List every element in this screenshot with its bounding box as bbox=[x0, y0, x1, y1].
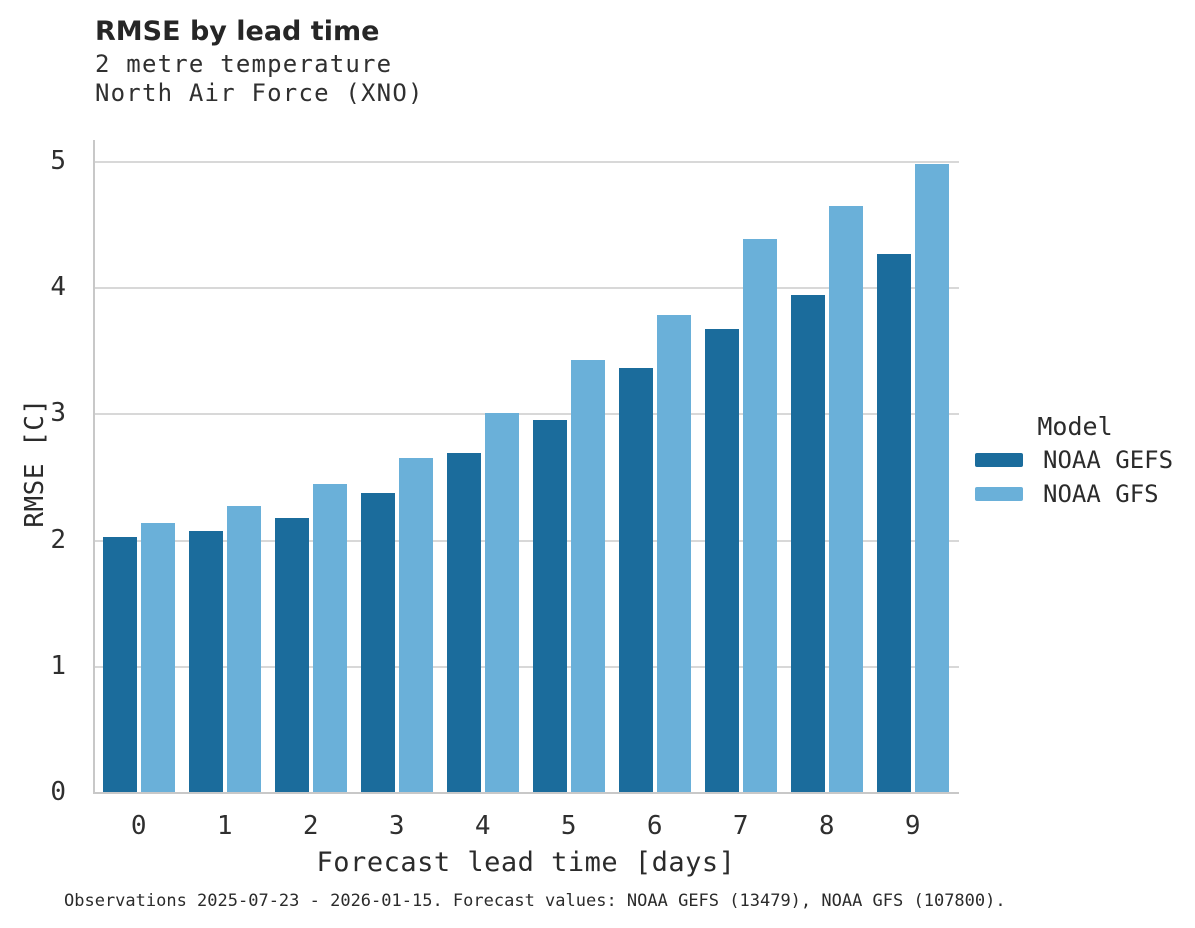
bar-noaa-gefs-lead-1 bbox=[188, 530, 223, 792]
legend-title: Model bbox=[1037, 412, 1113, 441]
footer-caption: Observations 2025-07-23 - 2026-01-15. Fo… bbox=[64, 891, 1006, 911]
chart-title: RMSE by lead time bbox=[95, 16, 380, 47]
gridline-y-2 bbox=[95, 539, 959, 542]
chart-subtitle-variable: 2 metre temperature bbox=[95, 50, 393, 78]
bar-noaa-gfs-lead-2 bbox=[312, 484, 347, 792]
legend-swatch-noaa-gfs bbox=[975, 487, 1023, 501]
bar-noaa-gefs-lead-9 bbox=[876, 254, 911, 792]
bar-noaa-gfs-lead-7 bbox=[742, 239, 777, 792]
y-tick-label-3: 3 bbox=[50, 398, 66, 429]
bar-noaa-gfs-lead-9 bbox=[914, 163, 949, 792]
plot-area bbox=[93, 140, 959, 794]
legend-item-noaa-gefs: NOAA GEFS bbox=[975, 444, 1175, 476]
bar-noaa-gfs-lead-6 bbox=[656, 314, 691, 792]
bar-noaa-gefs-lead-7 bbox=[704, 328, 739, 792]
x-tick-label-5: 5 bbox=[560, 811, 577, 841]
y-tick-label-2: 2 bbox=[50, 524, 66, 555]
bar-noaa-gefs-lead-3 bbox=[360, 492, 395, 792]
x-tick-label-0: 0 bbox=[130, 811, 147, 841]
y-axis-tick-labels: 0 1 2 3 4 5 bbox=[0, 0, 80, 928]
y-tick-label-5: 5 bbox=[50, 146, 66, 176]
chart-subtitle: 2 metre temperature North Air Force (XNO… bbox=[95, 50, 424, 108]
bar-noaa-gefs-lead-5 bbox=[532, 419, 567, 792]
bar-noaa-gefs-lead-0 bbox=[102, 537, 137, 792]
bar-noaa-gefs-lead-2 bbox=[274, 518, 309, 792]
bar-noaa-gefs-lead-6 bbox=[618, 367, 653, 792]
x-tick-label-9: 9 bbox=[904, 811, 921, 841]
bar-noaa-gfs-lead-8 bbox=[828, 206, 863, 792]
y-tick-label-0: 0 bbox=[50, 777, 66, 807]
x-axis-title: Forecast lead time [days] bbox=[316, 847, 736, 878]
bar-noaa-gfs-lead-5 bbox=[570, 360, 605, 792]
bar-noaa-gfs-lead-4 bbox=[484, 413, 519, 792]
legend-label: NOAA GEFS bbox=[1043, 446, 1174, 474]
x-axis-tick-labels: 0 1 2 3 4 5 6 7 8 9 bbox=[0, 810, 1195, 844]
y-tick-label-1: 1 bbox=[50, 650, 66, 681]
x-tick-label-7: 7 bbox=[732, 811, 749, 841]
bar-noaa-gfs-lead-0 bbox=[140, 523, 175, 792]
x-tick-label-1: 1 bbox=[216, 811, 233, 841]
chart-subtitle-station: North Air Force (XNO) bbox=[95, 79, 424, 107]
legend-label: NOAA GFS bbox=[1043, 480, 1159, 508]
x-tick-label-3: 3 bbox=[388, 811, 405, 841]
legend: Model NOAA GEFS NOAA GFS bbox=[975, 412, 1175, 510]
x-tick-label-4: 4 bbox=[474, 811, 491, 841]
gridline-y-5 bbox=[95, 161, 959, 163]
gridline-y-4 bbox=[95, 287, 959, 290]
x-tick-label-8: 8 bbox=[818, 811, 835, 841]
bar-noaa-gfs-lead-3 bbox=[398, 457, 433, 792]
x-tick-label-6: 6 bbox=[646, 811, 663, 841]
x-tick-label-2: 2 bbox=[302, 811, 319, 841]
gridline-y-3 bbox=[95, 413, 959, 416]
legend-swatch-noaa-gefs bbox=[975, 453, 1023, 467]
gridline-y-1 bbox=[95, 665, 959, 668]
y-tick-label-4: 4 bbox=[50, 272, 66, 303]
legend-item-noaa-gfs: NOAA GFS bbox=[975, 478, 1175, 510]
bar-noaa-gefs-lead-4 bbox=[446, 452, 481, 792]
bar-noaa-gefs-lead-8 bbox=[790, 294, 825, 792]
bar-noaa-gfs-lead-1 bbox=[226, 505, 261, 792]
